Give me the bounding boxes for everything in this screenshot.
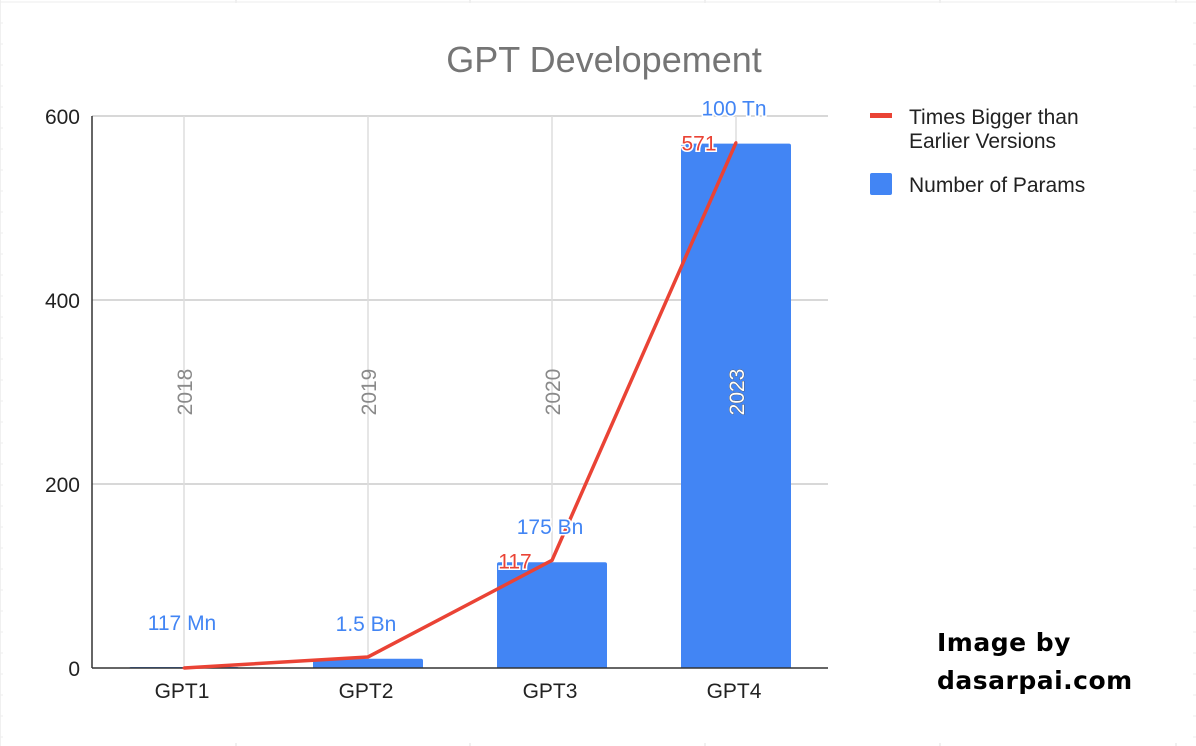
y-tick-label: 600 bbox=[45, 106, 80, 129]
legend-line-label-1: Times Bigger than bbox=[909, 106, 1079, 129]
line-point-gpt1 bbox=[182, 666, 186, 670]
line-point-gpt3 bbox=[550, 558, 554, 562]
line-point-gpt4 bbox=[734, 141, 738, 145]
x-tick-label-gpt2: GPT2 bbox=[339, 680, 394, 703]
legend-line-label-2: Earlier Versions bbox=[909, 130, 1056, 153]
bar-value-label-gpt2: 1.5 Bn bbox=[336, 613, 397, 636]
legend-bar-label: Number of Params bbox=[909, 174, 1085, 197]
bar-value-label-gpt4: 100 Tn bbox=[702, 98, 767, 121]
x-tick-label-gpt4: GPT4 bbox=[707, 680, 762, 703]
chart-title: GPT Developement bbox=[446, 39, 762, 80]
year-label-2018: 2018 bbox=[174, 369, 197, 416]
x-tick-label-gpt3: GPT3 bbox=[523, 680, 578, 703]
plot-area: 0 200 400 600 2018 2019 2020 2023 117 Mn 1.5 Bn 17… bbox=[45, 96, 828, 703]
line-value-label-gpt3: 117 bbox=[498, 550, 531, 573]
legend: Times Bigger than Earlier Versions Numbe… bbox=[870, 106, 1085, 197]
watermark-line-2: dasarpai.com bbox=[937, 666, 1133, 695]
line-value-label-gpt4: 571 bbox=[681, 133, 716, 156]
bar-gpt3 bbox=[497, 562, 607, 668]
bar-gpt2 bbox=[313, 658, 423, 668]
year-label-2020: 2020 bbox=[542, 369, 565, 416]
watermark-line-1: Image by bbox=[937, 628, 1071, 657]
legend-bar-swatch bbox=[870, 173, 892, 195]
bar-value-label-gpt3: 175 Bn bbox=[517, 516, 584, 539]
bar-value-label-gpt1: 117 Mn bbox=[148, 612, 217, 635]
x-tick-label-gpt1: GPT1 bbox=[155, 680, 210, 703]
legend-line-swatch bbox=[870, 113, 892, 118]
line-times-bigger bbox=[183, 141, 738, 670]
line-point-gpt2 bbox=[366, 655, 370, 659]
y-tick-label: 200 bbox=[45, 474, 80, 497]
year-label-2019: 2019 bbox=[358, 369, 381, 416]
year-label-2023: 2023 bbox=[726, 369, 749, 416]
bar-gpt4 bbox=[681, 143, 791, 669]
y-tick-label: 0 bbox=[68, 658, 80, 681]
y-tick-label: 400 bbox=[45, 290, 80, 313]
